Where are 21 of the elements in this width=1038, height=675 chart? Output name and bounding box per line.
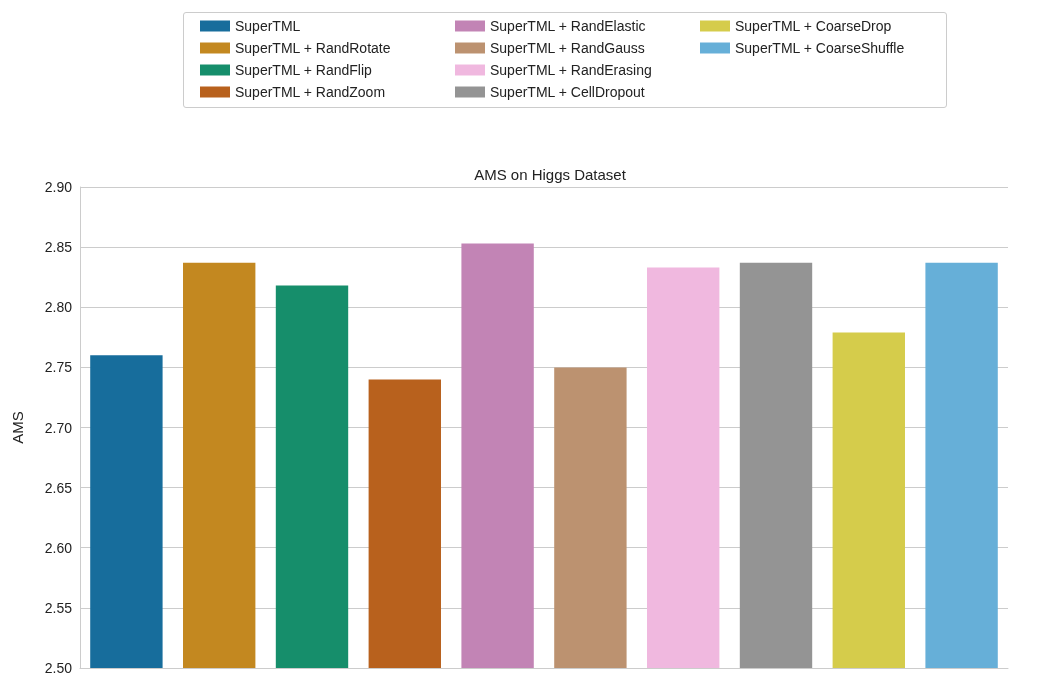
y-tick-label: 2.90 [44, 179, 73, 195]
legend-label: SuperTML + RandErasing [490, 62, 652, 78]
legend-label: SuperTML + CoarseShuffle [735, 40, 905, 56]
legend-label: SuperTML + RandElastic [490, 18, 646, 34]
legend-label: SuperTML + RandRotate [235, 40, 391, 56]
legend-label: SuperTML + RandFlip [235, 62, 373, 78]
legend-label: SuperTML [235, 18, 301, 34]
legend-label: SuperTML + CellDropout [490, 84, 645, 100]
y-tick-label: 2.60 [44, 539, 73, 556]
y-tick-label: 2.70 [44, 419, 73, 436]
y-tick-label: 2.50 [44, 660, 73, 675]
y-tick-label: 2.80 [44, 299, 73, 316]
y-axis-title: AMS [9, 411, 26, 444]
y-tick-label: 2.85 [44, 239, 73, 256]
chart-title: AMS on Higgs Dataset [474, 166, 627, 183]
y-tick-label: 2.75 [44, 359, 73, 376]
legend-label: SuperTML + RandZoom [235, 84, 386, 100]
y-tick-label: 2.55 [44, 599, 73, 616]
y-tick-label: 2.65 [44, 479, 73, 496]
legend-label: SuperTML + CoarseDrop [735, 18, 892, 34]
legend-label: SuperTML + RandGauss [490, 40, 645, 56]
